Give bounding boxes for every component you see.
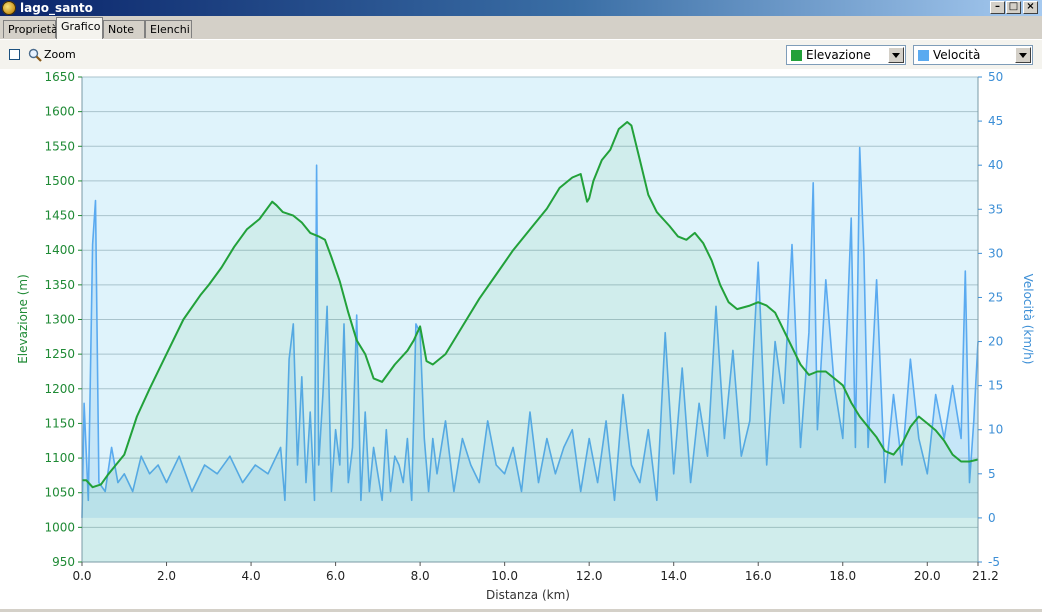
- y-tick-label: 1500: [44, 174, 75, 188]
- elevation-color-swatch: [791, 50, 802, 61]
- x-tick-label: 0.0: [72, 569, 91, 583]
- chevron-down-icon[interactable]: [1015, 47, 1031, 63]
- x-tick-label: 6.0: [326, 569, 345, 583]
- y2-tick-label: 50: [988, 70, 1003, 84]
- speed-area: [82, 147, 978, 518]
- grid-lines: [82, 76, 978, 563]
- app-icon: [2, 1, 16, 15]
- x-axis-label: Distanza (km): [486, 588, 570, 602]
- y-tick-label: 1250: [44, 347, 75, 361]
- x-tick-label: 10.0: [491, 569, 518, 583]
- speed-line: [81, 146, 979, 518]
- x-tick-labels: 0.0 2.0 4.0 6.0 8.0 10.0 12.0 14.0 16.0 18.0 20.0 2…: [72, 562, 999, 583]
- minimize-icon[interactable]: –: [990, 1, 1005, 14]
- tab-label: Note: [108, 23, 135, 36]
- tab-chart[interactable]: Grafico: [56, 17, 103, 39]
- zoom-checkbox[interactable]: [9, 49, 20, 60]
- y2-tick-label: 10: [988, 423, 1003, 437]
- x-tick-label: 8.0: [411, 569, 430, 583]
- close-icon[interactable]: ×: [1023, 1, 1038, 14]
- y2-axis-label: Velocità (km/h): [1021, 274, 1035, 365]
- y2-tick-label: -5: [988, 555, 1000, 569]
- tab-properties[interactable]: Proprietà: [3, 20, 58, 38]
- x-tick-label: 4.0: [242, 569, 261, 583]
- x-tick-label: 16.0: [745, 569, 772, 583]
- y2-tick-label: 35: [988, 202, 1003, 216]
- y2-tick-label: 45: [988, 114, 1003, 128]
- y2-tick-label: 25: [988, 290, 1003, 304]
- x-tick-label: 14.0: [660, 569, 687, 583]
- y-tick-label: 1150: [44, 416, 75, 430]
- zoom-label: Zoom: [44, 48, 76, 61]
- maximize-icon[interactable]: □: [1006, 1, 1021, 14]
- tab-notes[interactable]: Note: [103, 20, 145, 38]
- y-tick-label: 1050: [44, 486, 75, 500]
- x-tick-label: 18.0: [829, 569, 856, 583]
- elevation-series: [82, 121, 979, 562]
- left-tick-labels: 950 1000 1050 1100 1150 1200 1250 1300 1350 1400 1…: [44, 70, 82, 569]
- speed-color-swatch: [918, 50, 929, 61]
- y-tick-label: 1200: [44, 382, 75, 396]
- chart-toolbar: Zoom Elevazione Velocità: [0, 39, 1042, 70]
- chevron-down-icon[interactable]: [888, 47, 904, 63]
- tab-lists[interactable]: Elenchi: [145, 20, 192, 38]
- y-tick-label: 1300: [44, 313, 75, 327]
- tab-label: Proprietà: [8, 23, 58, 36]
- y-tick-label: 1650: [44, 70, 75, 84]
- elevation-area: [82, 122, 978, 562]
- x-tick-label: 2.0: [157, 569, 176, 583]
- y-tick-label: 1600: [44, 105, 75, 119]
- y2-tick-label: 30: [988, 246, 1003, 260]
- y-tick-label: 1350: [44, 278, 75, 292]
- chart-panel: 950 1000 1050 1100 1150 1200 1250 1300 1350 1400 1…: [0, 69, 1042, 609]
- magnifier-icon: [28, 48, 42, 62]
- elevation-speed-chart[interactable]: 9501000105011001150120012501300135014001…: [0, 69, 1042, 609]
- y2-tick-label: 15: [988, 379, 1003, 393]
- tab-label: Grafico: [61, 20, 101, 33]
- tab-label: Elenchi: [150, 23, 190, 36]
- window-title: lago_santo: [20, 1, 93, 15]
- y2-tick-label: 40: [988, 158, 1003, 172]
- window-titlebar: lago_santo – □ ×: [0, 0, 1042, 16]
- x-tick-label: 20.0: [914, 569, 941, 583]
- tab-strip: Proprietà Grafico Note Elenchi: [0, 17, 1042, 39]
- y-tick-label: 1000: [44, 520, 75, 534]
- y-tick-label: 1450: [44, 209, 75, 223]
- y2-tick-label: 0: [988, 511, 996, 525]
- y-axis-label: Elevazione (m): [16, 274, 30, 364]
- y-tick-label: 950: [52, 555, 75, 569]
- y-tick-label: 1400: [44, 243, 75, 257]
- y2-tick-label: 20: [988, 335, 1003, 349]
- speed-select[interactable]: Velocità: [913, 45, 1033, 65]
- speed-series: [81, 146, 979, 518]
- y-tick-label: 1550: [44, 139, 75, 153]
- x-tick-label: 12.0: [576, 569, 603, 583]
- right-tick-labels: -5 0 5 10 15 20 25 30 35 40 45 50: [978, 70, 1003, 569]
- elevation-line: [82, 121, 979, 489]
- elevation-select[interactable]: Elevazione: [786, 45, 906, 65]
- speed-select-value: Velocità: [933, 48, 981, 62]
- y-tick-label: 1100: [44, 451, 75, 465]
- x-tick-label: 21.2: [972, 569, 999, 583]
- y2-tick-label: 5: [988, 467, 996, 481]
- elevation-select-value: Elevazione: [806, 48, 871, 62]
